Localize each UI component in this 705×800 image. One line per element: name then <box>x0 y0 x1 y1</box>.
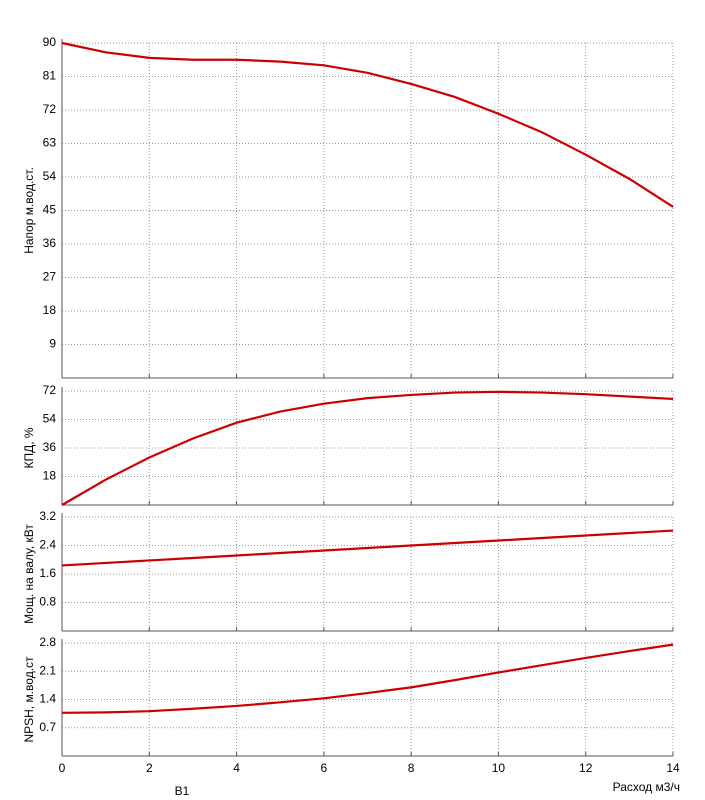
y-tick-label: 0.8 <box>39 595 56 609</box>
y-axis-label: Напор м.вод.ст. <box>22 167 36 254</box>
y-tick-label: 1.4 <box>39 692 56 706</box>
x-tick-label: 10 <box>492 761 506 775</box>
y-tick-label: 2.4 <box>39 538 56 552</box>
y-tick-label: 2.1 <box>39 663 56 677</box>
y-tick-label: 72 <box>43 102 57 116</box>
y-tick-label: 45 <box>43 203 57 217</box>
x-tick-label: 4 <box>233 761 240 775</box>
curve <box>61 390 674 506</box>
y-tick-label: 90 <box>43 35 57 49</box>
curve <box>61 529 674 567</box>
y-tick-label: 54 <box>43 169 57 183</box>
x-tick-label: 2 <box>146 761 153 775</box>
note: B1 <box>175 784 190 798</box>
y-tick-label: 63 <box>43 136 57 150</box>
y-tick-label: 0.7 <box>39 720 56 734</box>
curve <box>61 41 674 208</box>
x-tick-label: 8 <box>408 761 415 775</box>
y-tick-label: 1.6 <box>39 566 56 580</box>
x-tick-label: 12 <box>579 761 593 775</box>
y-axis-label: Мощ. на валу, кВт <box>22 524 36 624</box>
y-tick-label: 27 <box>43 270 57 284</box>
y-axis-label: NPSH, м.вод.ст <box>22 656 36 743</box>
y-tick-label: 72 <box>43 383 57 397</box>
y-tick-label: 9 <box>49 337 56 351</box>
x-tick-label: 6 <box>321 761 328 775</box>
x-axis-label: Расход м3/ч <box>613 780 680 794</box>
y-tick-label: 18 <box>43 303 57 317</box>
y-tick-label: 18 <box>43 469 57 483</box>
x-tick-label: 14 <box>666 761 680 775</box>
y-tick-label: 54 <box>43 412 57 426</box>
y-tick-label: 81 <box>43 69 57 83</box>
x-tick-label: 0 <box>59 761 66 775</box>
y-tick-label: 2.8 <box>39 635 56 649</box>
y-axis-label: КПД, % <box>22 427 36 468</box>
y-tick-label: 36 <box>43 236 57 250</box>
y-tick-label: 36 <box>43 440 57 454</box>
y-tick-label: 3.2 <box>39 509 56 523</box>
curve <box>61 643 674 714</box>
